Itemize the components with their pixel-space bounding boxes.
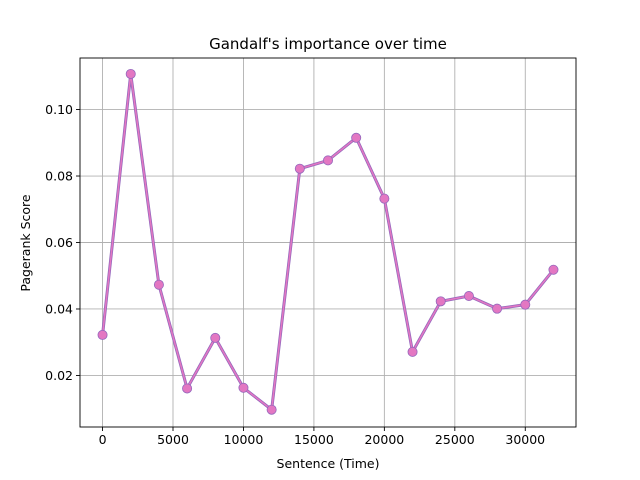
data-point	[125, 68, 136, 79]
x-tick-label: 0	[99, 432, 107, 447]
data-point	[351, 132, 362, 143]
x-axis-label: Sentence (Time)	[277, 456, 380, 471]
x-tick-label: 15000	[294, 432, 334, 447]
data-point	[210, 332, 221, 343]
chart-title: Gandalf's importance over time	[209, 35, 447, 53]
x-tick-label: 10000	[224, 432, 264, 447]
y-tick-label: 0.06	[45, 235, 73, 250]
data-point	[492, 303, 503, 314]
data-point	[238, 382, 249, 393]
data-point	[520, 299, 531, 310]
data-point	[266, 404, 277, 415]
x-tick-label: 20000	[364, 432, 404, 447]
data-point	[322, 155, 333, 166]
y-tick-label: 0.04	[45, 301, 73, 316]
series-layer	[97, 68, 559, 415]
data-point	[548, 264, 559, 275]
y-axis-label: Pagerank Score	[18, 194, 33, 292]
x-tick-label: 5000	[157, 432, 189, 447]
x-tick-label: 25000	[435, 432, 475, 447]
data-point	[463, 291, 474, 302]
data-point	[153, 279, 164, 290]
y-tick-label: 0.10	[45, 102, 73, 117]
data-point	[97, 329, 108, 340]
data-point	[294, 163, 305, 174]
data-point	[407, 346, 418, 357]
x-tick-label: 30000	[505, 432, 545, 447]
x-axis-ticks: 0 5000 10000 15000 20000 25000 30000	[99, 427, 545, 447]
data-point	[379, 193, 390, 204]
data-point	[435, 296, 446, 307]
y-tick-label: 0.02	[45, 368, 73, 383]
y-axis-ticks: 0.02 0.04 0.06 0.08 0.10	[45, 102, 80, 383]
y-tick-label: 0.08	[45, 169, 73, 184]
data-point	[182, 383, 193, 394]
